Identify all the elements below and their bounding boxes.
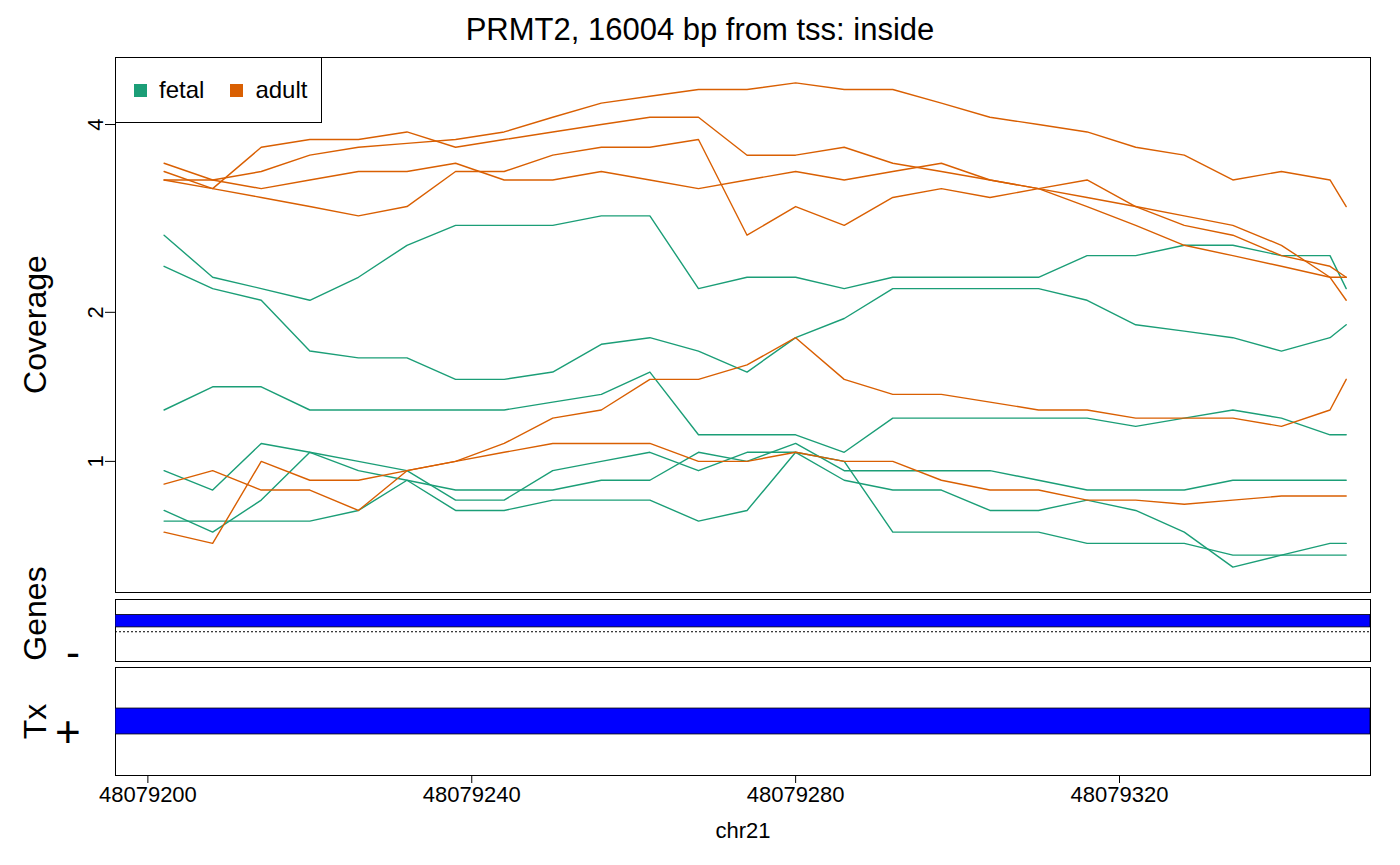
svg-text:4: 4 [83,118,108,130]
html-text:fetal: fetal [159,76,205,103]
html-text:Genes: Genes [16,566,53,661]
html-text:adult: adult [255,76,308,103]
svg-text:48079320: 48079320 [1071,782,1169,807]
svg-text:2: 2 [83,306,108,318]
svg-text:48079240: 48079240 [423,782,521,807]
svg-text:1: 1 [83,455,108,467]
svg-text:chr21: chr21 [715,818,770,843]
svg-text:48079200: 48079200 [99,782,197,807]
html-text:Tx: Tx [16,703,53,740]
html-text:PRMT2, 16004 bp from tss: insi: PRMT2, 16004 bp from tss: inside [465,12,935,47]
html-text:Coverage: Coverage [16,255,53,394]
svg-text:48079280: 48079280 [747,782,845,807]
